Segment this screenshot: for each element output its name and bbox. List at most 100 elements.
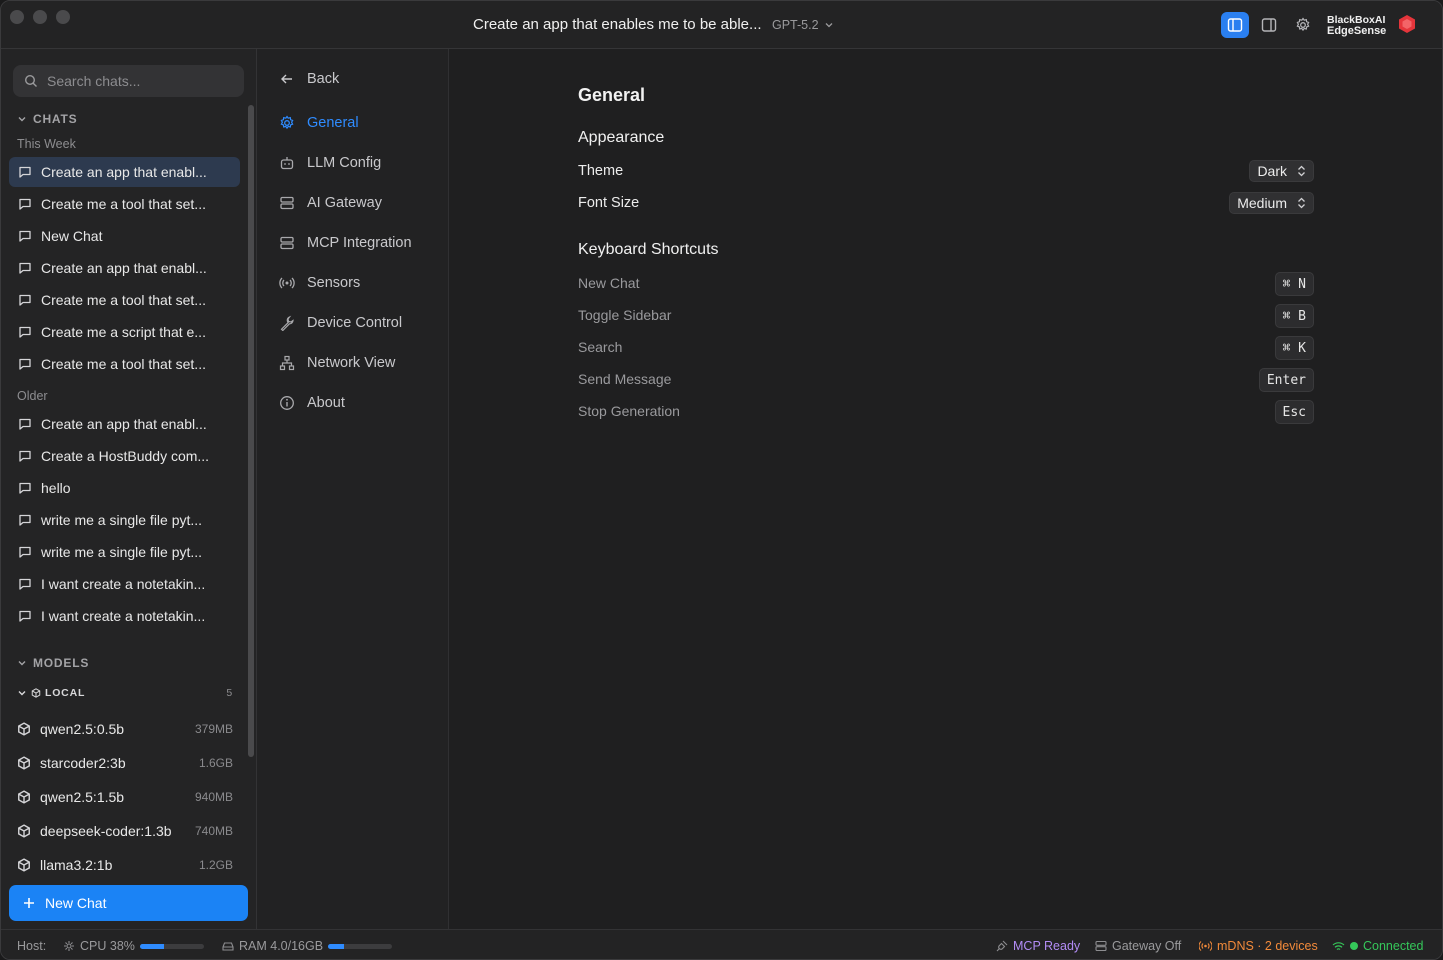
- model-list-item[interactable]: starcoder2:3b 1.6GB: [9, 748, 233, 778]
- back-label: Back: [307, 71, 340, 87]
- chevron-down-icon: [18, 661, 26, 666]
- search-input[interactable]: [47, 73, 227, 89]
- shortcut-key: ⌘ N: [1274, 272, 1314, 296]
- models-section-toggle[interactable]: MODELS: [17, 656, 89, 670]
- brand-logo-icon: [1399, 15, 1415, 33]
- sidebar-scrollbar[interactable]: [248, 105, 254, 757]
- model-list-item[interactable]: llama3.2:1b 1.2GB: [9, 850, 233, 880]
- model-size: 1.2GB: [198, 858, 233, 872]
- chat-item-title: write me a single file pyt...: [41, 512, 203, 528]
- plus-icon: [24, 898, 34, 908]
- shortcut-key: Esc: [1274, 400, 1314, 424]
- cube-icon: [31, 688, 41, 698]
- page-title: General: [578, 85, 646, 105]
- shortcut-key: ⌘ K: [1274, 336, 1314, 360]
- group-label-this-week: This Week: [17, 137, 76, 151]
- theme-select[interactable]: Dark: [1249, 160, 1314, 182]
- chat-bubble-icon: [19, 262, 31, 274]
- search-chats[interactable]: [13, 65, 244, 97]
- font-size-value: Medium: [1237, 195, 1287, 211]
- models-heading: MODELS: [33, 656, 90, 670]
- mcp-status[interactable]: MCP Ready: [996, 939, 1080, 953]
- minimize-window-button[interactable]: [33, 10, 47, 24]
- chat-item-title: Create me a tool that set...: [41, 356, 206, 372]
- model-list-item[interactable]: deepseek-coder:1.3b 740MB: [9, 816, 233, 846]
- chat-list-item[interactable]: I want create a notetakin...: [9, 601, 240, 631]
- info-icon: [280, 396, 294, 410]
- sidebar: CHATS This Week Create an app that enabl…: [1, 49, 257, 929]
- chat-list-item[interactable]: hello: [9, 473, 240, 503]
- mdns-status[interactable]: mDNS · 2 devices: [1199, 939, 1318, 953]
- back-button[interactable]: Back: [279, 67, 339, 91]
- chevron-down-icon: [18, 117, 26, 122]
- model-list-item[interactable]: qwen2.5:0.5b 379MB: [9, 714, 233, 744]
- settings-button[interactable]: [1289, 12, 1317, 38]
- cube-icon: [18, 722, 30, 736]
- chat-list-item[interactable]: write me a single file pyt...: [9, 505, 240, 535]
- group-label-older: Older: [17, 389, 48, 403]
- brand-name: BlackBoxAI EdgeSense: [1327, 15, 1386, 37]
- server-icon: [280, 196, 294, 210]
- chat-bubble-icon: [19, 418, 31, 430]
- connection-status[interactable]: Connected: [1332, 939, 1423, 953]
- model-name: deepseek-coder:1.3b: [40, 823, 172, 839]
- cube-icon: [18, 824, 30, 838]
- shortcut-label: Search: [578, 339, 623, 355]
- local-heading: LOCAL: [45, 687, 86, 699]
- model-size: 1.6GB: [198, 756, 233, 770]
- chats-section-toggle[interactable]: CHATS: [17, 112, 77, 126]
- model-name: qwen2.5:1.5b: [40, 789, 125, 805]
- nav-about[interactable]: About: [279, 391, 345, 415]
- chat-bubble-icon: [19, 198, 31, 210]
- model-name: starcoder2:3b: [40, 755, 126, 771]
- brand-line-1: BlackBoxAI: [1327, 14, 1386, 26]
- model-selector[interactable]: GPT-5.2: [772, 18, 834, 32]
- nav-llm-config[interactable]: LLM Config: [279, 151, 381, 175]
- nav-llm-config-label: LLM Config: [307, 155, 382, 171]
- chat-list-item[interactable]: Create an app that enabl...: [9, 253, 240, 283]
- zoom-window-button[interactable]: [56, 10, 70, 24]
- model-name: llama3.2:1b: [40, 857, 113, 873]
- chat-list-item[interactable]: New Chat: [9, 221, 240, 251]
- network-icon: [279, 355, 295, 371]
- chat-list-item[interactable]: Create an app that enabl...: [9, 157, 240, 187]
- shortcuts-heading: Keyboard Shortcuts: [578, 241, 719, 258]
- cpu-text: CPU 38%: [80, 939, 135, 953]
- chat-list-item[interactable]: Create me a tool that set...: [9, 285, 240, 315]
- local-models-toggle[interactable]: LOCAL 5: [17, 687, 233, 699]
- nav-mcp-integration[interactable]: MCP Integration: [279, 231, 412, 255]
- font-size-select[interactable]: Medium: [1229, 192, 1314, 214]
- shortcut-key: Enter: [1258, 368, 1314, 392]
- gateway-status[interactable]: Gateway Off: [1095, 939, 1181, 953]
- toggle-left-sidebar-button[interactable]: [1221, 12, 1249, 38]
- model-size: 740MB: [194, 824, 233, 838]
- cube-icon: [18, 756, 30, 770]
- nav-general[interactable]: General: [279, 111, 359, 135]
- nav-sensors[interactable]: Sensors: [279, 271, 360, 295]
- chat-list-item[interactable]: Create me a tool that set...: [9, 189, 240, 219]
- chat-list-item[interactable]: I want create a notetakin...: [9, 569, 240, 599]
- chat-bubble-icon: [19, 358, 31, 370]
- appearance-heading: Appearance: [578, 129, 665, 146]
- chat-bubble-icon: [19, 230, 31, 242]
- new-chat-label: New Chat: [45, 895, 107, 911]
- close-window-button[interactable]: [10, 10, 24, 24]
- model-list-item[interactable]: qwen2.5:1.5b 940MB: [9, 782, 233, 812]
- nav-ai-gateway[interactable]: AI Gateway: [279, 191, 382, 215]
- chat-list-item[interactable]: Create a HostBuddy com...: [9, 441, 240, 471]
- nav-network-view[interactable]: Network View: [279, 351, 395, 375]
- radio-waves-icon: [279, 277, 295, 289]
- toggle-right-panel-button[interactable]: [1255, 12, 1283, 38]
- server-icon: [280, 236, 294, 250]
- new-chat-button[interactable]: New Chat: [9, 885, 248, 921]
- nav-device-control[interactable]: Device Control: [279, 311, 402, 335]
- model-size: 379MB: [194, 722, 233, 736]
- status-bar: Host: CPU 38% RAM 4.0/16GB MCP Ready Gat…: [1, 929, 1442, 959]
- chat-list-item[interactable]: Create me a tool that set...: [9, 349, 240, 379]
- chat-list-item[interactable]: write me a single file pyt...: [9, 537, 240, 567]
- chat-bubble-icon: [19, 482, 31, 494]
- chat-list-item[interactable]: Create an app that enabl...: [9, 409, 240, 439]
- chat-list-item[interactable]: Create me a script that e...: [9, 317, 240, 347]
- chat-item-title: I want create a notetakin...: [41, 608, 206, 624]
